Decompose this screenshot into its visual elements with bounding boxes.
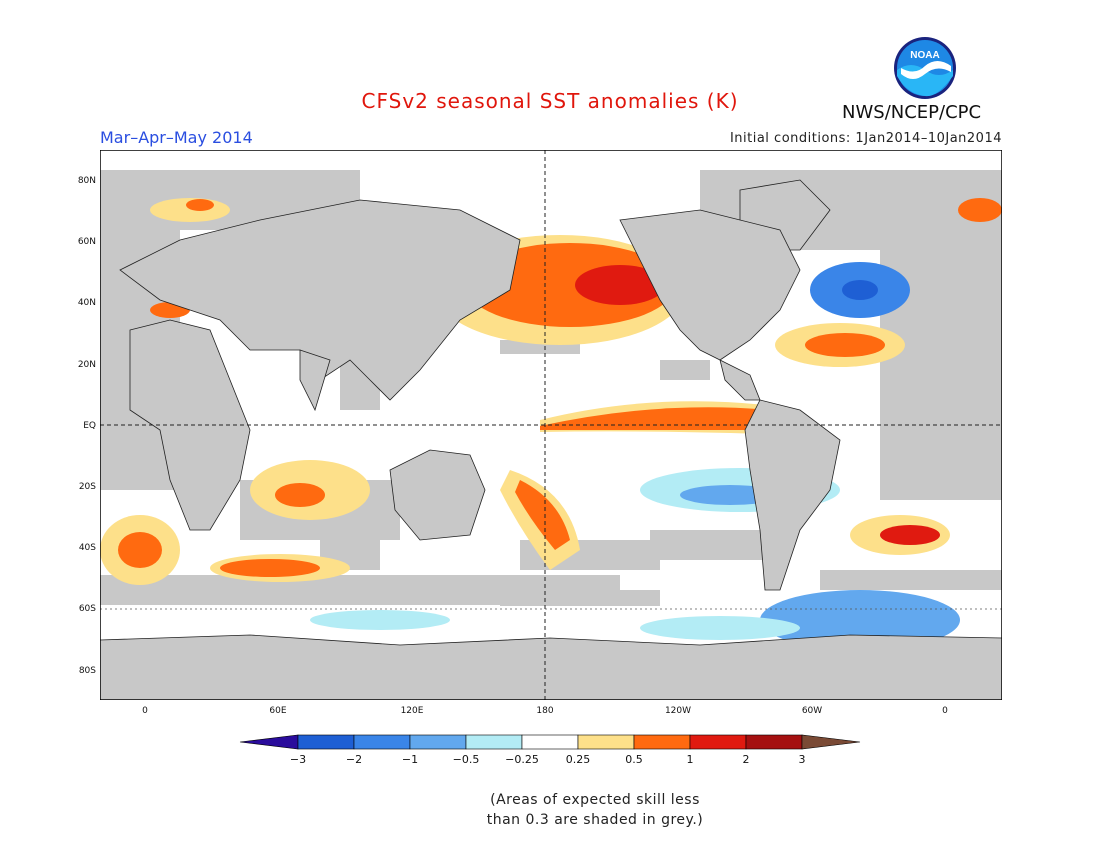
- latitude-label: 60S: [78, 604, 96, 615]
- colorbar-swatch: [633, 734, 691, 750]
- longitude-label: 120E: [400, 706, 424, 716]
- latitude-label: 80S: [78, 665, 96, 676]
- colorbar-swatch: [297, 734, 355, 750]
- season-label: Mar–Apr–May 2014: [100, 128, 253, 147]
- colorbar-swatch: [689, 734, 747, 750]
- longitude-label: 120W: [664, 706, 692, 716]
- chart-title: CFSv2 seasonal SST anomalies (K): [361, 89, 739, 113]
- colorbar-swatch: [521, 734, 579, 750]
- sst-anomaly-map: [100, 150, 1002, 700]
- colorbar-tick-label: 3: [799, 753, 806, 766]
- colorbar-swatch: [409, 734, 467, 750]
- colorbar-tick-label: −0.25: [505, 753, 539, 766]
- colorbar-tick-label: −2: [346, 753, 362, 766]
- land-masses: [100, 179, 1002, 700]
- colorbar-swatch: [801, 734, 861, 750]
- agency-label: NWS/NCEP/CPC: [842, 102, 982, 123]
- latitude-label: 20S: [78, 482, 96, 492]
- colorbar-tick-label: 0.25: [566, 753, 591, 766]
- longitude-label: 60E: [269, 706, 287, 716]
- longitude-label: 0: [142, 706, 148, 716]
- colorbar-tick-label: −1: [402, 753, 418, 766]
- colorbar-swatch: [353, 734, 411, 750]
- colorbar-tick-label: −0.5: [453, 753, 480, 766]
- latitude-label: EQ: [83, 420, 96, 431]
- colorbar-tick-label: 0.5: [625, 753, 643, 766]
- colorbar-swatch: [465, 734, 523, 750]
- colorbar-tick-label: 2: [743, 753, 750, 766]
- skill-note: (Areas of expected skill less than 0.3 a…: [0, 790, 1100, 830]
- longitude-label: 60W: [801, 706, 823, 716]
- colorbar-tick-label: 1: [687, 753, 694, 766]
- longitude-label: 180: [536, 706, 554, 716]
- colorbar-legend: −3 −2 −1 −0.5 −0.25 0.25 0.5 1 2 3: [239, 734, 861, 766]
- latitude-label: 80N: [77, 176, 96, 186]
- latitude-label: 20N: [77, 359, 96, 370]
- latitude-label: 40S: [78, 543, 96, 554]
- colorbar-swatch: [577, 734, 635, 750]
- colorbar-swatch: [745, 734, 803, 750]
- colorbar-tick-label: −3: [290, 753, 306, 766]
- map-gridlines: [100, 150, 1002, 700]
- noaa-logo-icon: NOAA: [894, 37, 956, 99]
- longitude-label: 0: [942, 706, 948, 716]
- initial-conditions-label: Initial conditions: 1Jan2014–10Jan2014: [729, 131, 1002, 146]
- colorbar-swatch: [239, 734, 299, 750]
- latitude-label: 60N: [77, 237, 96, 248]
- latitude-label: 40N: [77, 298, 96, 309]
- skill-note-line1: (Areas of expected skill less: [490, 792, 700, 808]
- logo-text: NOAA: [910, 50, 939, 61]
- skill-note-line2: than 0.3 are shaded in grey.): [486, 812, 704, 828]
